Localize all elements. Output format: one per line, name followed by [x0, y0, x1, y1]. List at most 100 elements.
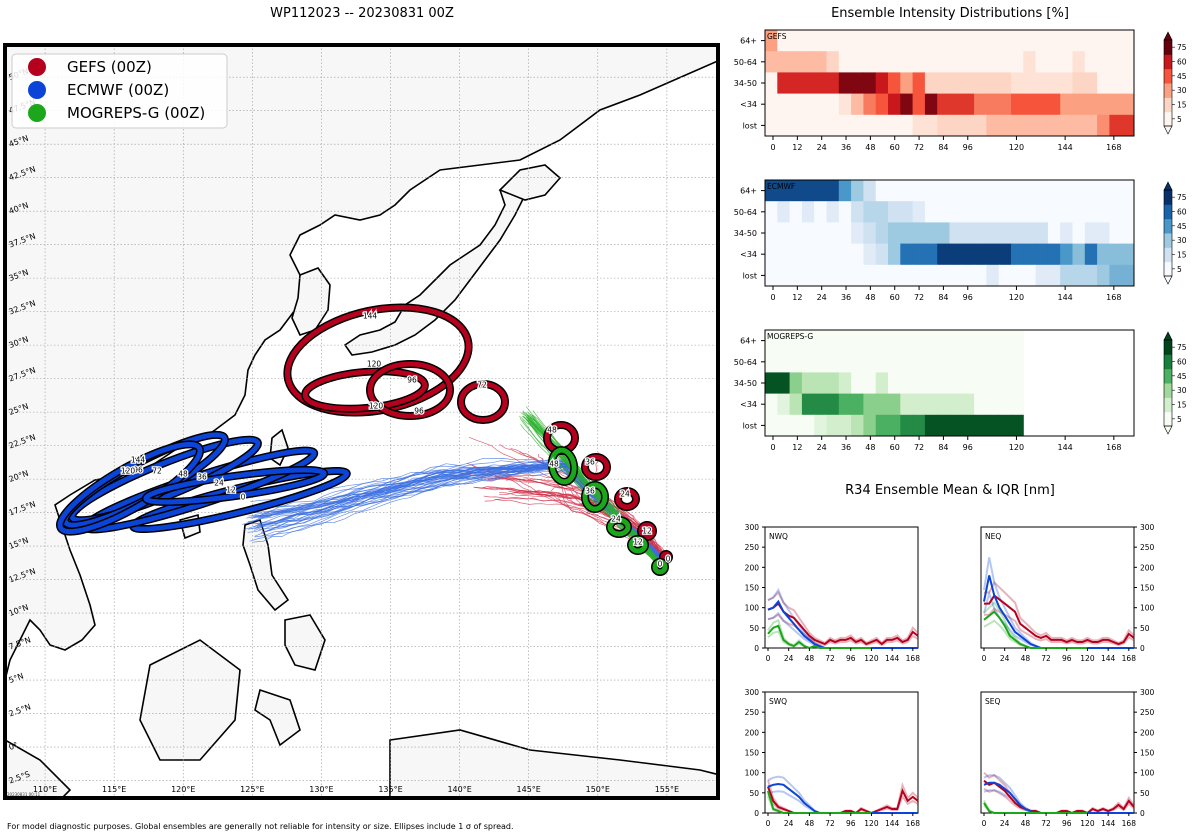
heatmap-cell	[863, 114, 877, 137]
heatmap-cell	[851, 72, 864, 95]
heatmap-cell	[1084, 93, 1098, 116]
heatmap-cell	[814, 51, 827, 73]
heatmap-cell	[777, 93, 791, 116]
r34-y-label: 200	[1140, 563, 1155, 572]
heatmap-cell	[863, 264, 877, 287]
r34-y-label: 150	[1140, 749, 1155, 758]
colorbar-swatch	[1164, 233, 1172, 248]
heatmap-cell	[912, 243, 926, 266]
lon-label: 125°E	[240, 785, 264, 794]
heatmap-cell	[801, 372, 815, 395]
heatmap-cell	[1072, 180, 1086, 202]
heatmap-cell	[998, 243, 1012, 266]
r34-y-label: 250	[745, 708, 760, 717]
heatmap-cell	[765, 51, 778, 73]
colorbar-swatch	[1164, 368, 1172, 384]
heatmap-cell	[986, 114, 1000, 137]
heatmap-cell	[937, 264, 950, 287]
heatmap-cell	[789, 330, 803, 352]
heatmap-cell	[838, 93, 852, 116]
r34-x-label: 144	[885, 819, 900, 828]
heatmap-cell	[851, 201, 864, 223]
heatmap-cell	[937, 114, 950, 137]
heatmap-cell	[1047, 243, 1061, 266]
heatmap-cell	[851, 114, 864, 137]
heatmap-row-label: 64+	[740, 337, 757, 346]
heatmap-cell	[961, 330, 975, 352]
track-map: 0122436487296961201201440122436487296120…	[3, 43, 720, 800]
gefs-ellipse	[638, 522, 656, 540]
heatmap-cell	[900, 114, 914, 137]
heatmap-cell	[1060, 93, 1073, 116]
heatmap-cell	[1121, 222, 1135, 245]
heatmap-cell	[986, 93, 1000, 116]
heatmap-cell	[814, 330, 827, 352]
heatmap-cell	[838, 114, 852, 137]
gefs-lead-label: 12	[642, 527, 652, 536]
heatmap-cell	[1035, 201, 1049, 223]
heatmap-cell	[937, 243, 950, 266]
heatmap-cell	[1011, 264, 1024, 287]
r34-mean-line-mogreps-g	[983, 610, 1088, 649]
heatmap-cell	[986, 264, 1000, 287]
r34-y-label: 200	[1140, 728, 1155, 737]
r34-iqr-line	[767, 590, 919, 645]
colorbar-label: 30	[1177, 236, 1187, 245]
lon-label: 110°E	[33, 785, 57, 794]
r34-y-label: 100	[1140, 604, 1155, 613]
ecmwf-lead-label: 12	[226, 486, 236, 495]
heatmap-cell	[777, 114, 791, 137]
heatmap-gefs: GEFS 64+ 50-64 34-50 <34 lost 0 12 24 36 48 60 72 84 9…	[734, 29, 1187, 152]
heatmap-cell	[1011, 351, 1024, 373]
heatmap-cell	[961, 180, 975, 202]
colorbar-label: 60	[1177, 358, 1187, 367]
heatmap-row-label: 50-64	[734, 358, 757, 367]
heatmap-cell	[1047, 72, 1061, 95]
heatmap-row-label: lost	[743, 421, 757, 430]
heatmap-cell	[863, 30, 877, 52]
r34-x-label: 72	[1041, 654, 1051, 663]
heatmap-cell	[875, 72, 889, 95]
heatmap-cell	[1047, 180, 1061, 202]
heatmap-cell	[875, 351, 889, 373]
r34-y-label: 50	[749, 624, 759, 633]
heatmap-cell	[986, 372, 1000, 395]
colorbar-label: 45	[1177, 222, 1187, 231]
heatmap-cell	[851, 180, 864, 202]
r34-mean-line-mogreps-g	[767, 624, 872, 650]
legend-label-2: MOGREPS-G (00Z)	[67, 104, 205, 122]
heatmap-cell	[888, 222, 901, 245]
heatmap-cell	[1060, 264, 1073, 287]
gefs-ellipse	[615, 488, 639, 510]
ensemble-ellipses	[55, 303, 673, 576]
colorbar-label: 5	[1177, 115, 1182, 124]
r34-x-label: 24	[784, 819, 794, 828]
r34-x-label: 168	[906, 654, 921, 663]
r34-y-label: 250	[745, 543, 760, 552]
heatmap-cell	[912, 264, 926, 287]
r34-y-label: 150	[745, 749, 760, 758]
heatmap-cell	[912, 414, 926, 437]
heatmap-cell	[826, 243, 840, 266]
heatmap-cell	[912, 93, 926, 116]
heatmap-x-label: 96	[963, 143, 973, 152]
colorbar-label: 45	[1177, 372, 1187, 381]
heatmap-cell	[986, 222, 1000, 245]
heatmap-cell	[986, 201, 1000, 223]
heatmap-cell	[814, 393, 827, 416]
heatmap-cell	[765, 414, 778, 437]
heatmap-cell	[801, 243, 815, 266]
r34-iqr-line	[984, 580, 1135, 645]
heatmap-cell	[1072, 51, 1086, 73]
heatmap-cell	[998, 114, 1012, 137]
heatmap-cell	[1084, 222, 1098, 245]
r34-y-label: 250	[1140, 708, 1155, 717]
heatmap-cell	[814, 201, 827, 223]
map-timestamp: 20230831 00:11	[7, 792, 41, 797]
heatmap-cell	[961, 414, 975, 437]
lon-label: 135°E	[378, 785, 402, 794]
heatmap-cell	[1023, 201, 1037, 223]
heatmap-cell	[801, 180, 815, 202]
heatmap-cell	[961, 351, 975, 373]
